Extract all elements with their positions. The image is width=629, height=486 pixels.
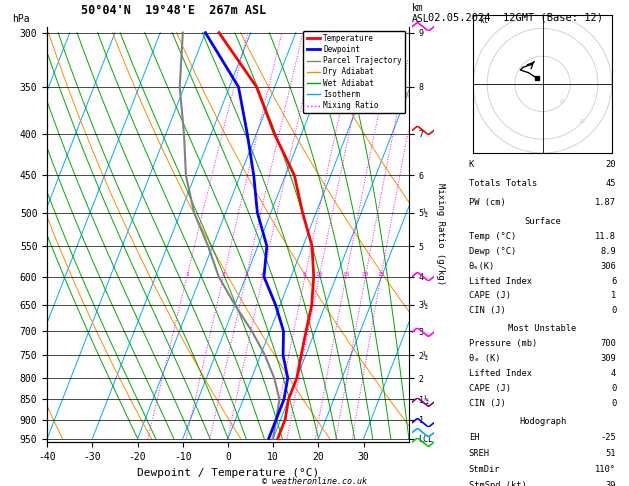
Text: 02.05.2024  12GMT (Base: 12): 02.05.2024 12GMT (Base: 12)	[428, 12, 603, 22]
Text: 6: 6	[611, 277, 616, 285]
Text: Totals Totals: Totals Totals	[469, 179, 537, 188]
Text: 0: 0	[611, 383, 616, 393]
Text: 306: 306	[601, 261, 616, 271]
Text: 0: 0	[611, 399, 616, 408]
Text: 700: 700	[601, 339, 616, 348]
Text: 10: 10	[559, 99, 565, 104]
Text: 20: 20	[362, 272, 369, 277]
Text: Most Unstable: Most Unstable	[508, 324, 577, 333]
Text: Dewp (°C): Dewp (°C)	[469, 247, 516, 256]
Text: SREH: SREH	[469, 449, 490, 458]
Text: θₑ(K): θₑ(K)	[469, 261, 495, 271]
Text: 0: 0	[611, 306, 616, 315]
Text: StmDir: StmDir	[469, 465, 500, 474]
Text: CAPE (J): CAPE (J)	[469, 292, 511, 300]
Y-axis label: Mixing Ratio (g/kg): Mixing Ratio (g/kg)	[436, 183, 445, 286]
Text: 1.87: 1.87	[595, 198, 616, 207]
Text: K: K	[469, 160, 474, 169]
Text: 4: 4	[261, 272, 265, 277]
Text: 11.8: 11.8	[595, 232, 616, 241]
Text: kt: kt	[479, 16, 488, 25]
Text: 25: 25	[377, 272, 385, 277]
Text: Lifted Index: Lifted Index	[469, 277, 532, 285]
Text: 2: 2	[221, 272, 225, 277]
Text: 110°: 110°	[595, 465, 616, 474]
Text: 3: 3	[244, 272, 248, 277]
Text: 8: 8	[303, 272, 307, 277]
Text: 20: 20	[606, 160, 616, 169]
Text: -25: -25	[601, 433, 616, 442]
Text: CIN (J): CIN (J)	[469, 306, 506, 315]
Text: θₑ (K): θₑ (K)	[469, 354, 500, 363]
Text: Temp (°C): Temp (°C)	[469, 232, 516, 241]
Text: Pressure (mb): Pressure (mb)	[469, 339, 537, 348]
Text: CIN (J): CIN (J)	[469, 399, 506, 408]
Text: 51: 51	[606, 449, 616, 458]
Text: 39: 39	[606, 481, 616, 486]
Text: © weatheronline.co.uk: © weatheronline.co.uk	[262, 477, 367, 486]
Text: 20: 20	[578, 119, 584, 123]
Text: 8.9: 8.9	[601, 247, 616, 256]
Text: EH: EH	[469, 433, 479, 442]
Text: 4: 4	[611, 369, 616, 378]
Text: StmSpd (kt): StmSpd (kt)	[469, 481, 526, 486]
Text: 15: 15	[342, 272, 350, 277]
X-axis label: Dewpoint / Temperature (°C): Dewpoint / Temperature (°C)	[137, 468, 319, 478]
Text: hPa: hPa	[13, 14, 30, 24]
Text: Hodograph: Hodograph	[519, 417, 566, 426]
Text: 1: 1	[611, 292, 616, 300]
Text: 45: 45	[606, 179, 616, 188]
Text: 50°04'N  19°48'E  267m ASL: 50°04'N 19°48'E 267m ASL	[81, 4, 267, 17]
Text: 10: 10	[316, 272, 323, 277]
Text: 309: 309	[601, 354, 616, 363]
Text: CAPE (J): CAPE (J)	[469, 383, 511, 393]
Text: Lifted Index: Lifted Index	[469, 369, 532, 378]
Text: 1: 1	[185, 272, 189, 277]
Text: PW (cm): PW (cm)	[469, 198, 506, 207]
Text: km
ASL: km ASL	[412, 3, 430, 24]
Legend: Temperature, Dewpoint, Parcel Trajectory, Dry Adiabat, Wet Adiabat, Isotherm, Mi: Temperature, Dewpoint, Parcel Trajectory…	[303, 31, 405, 113]
Text: Surface: Surface	[524, 217, 561, 226]
